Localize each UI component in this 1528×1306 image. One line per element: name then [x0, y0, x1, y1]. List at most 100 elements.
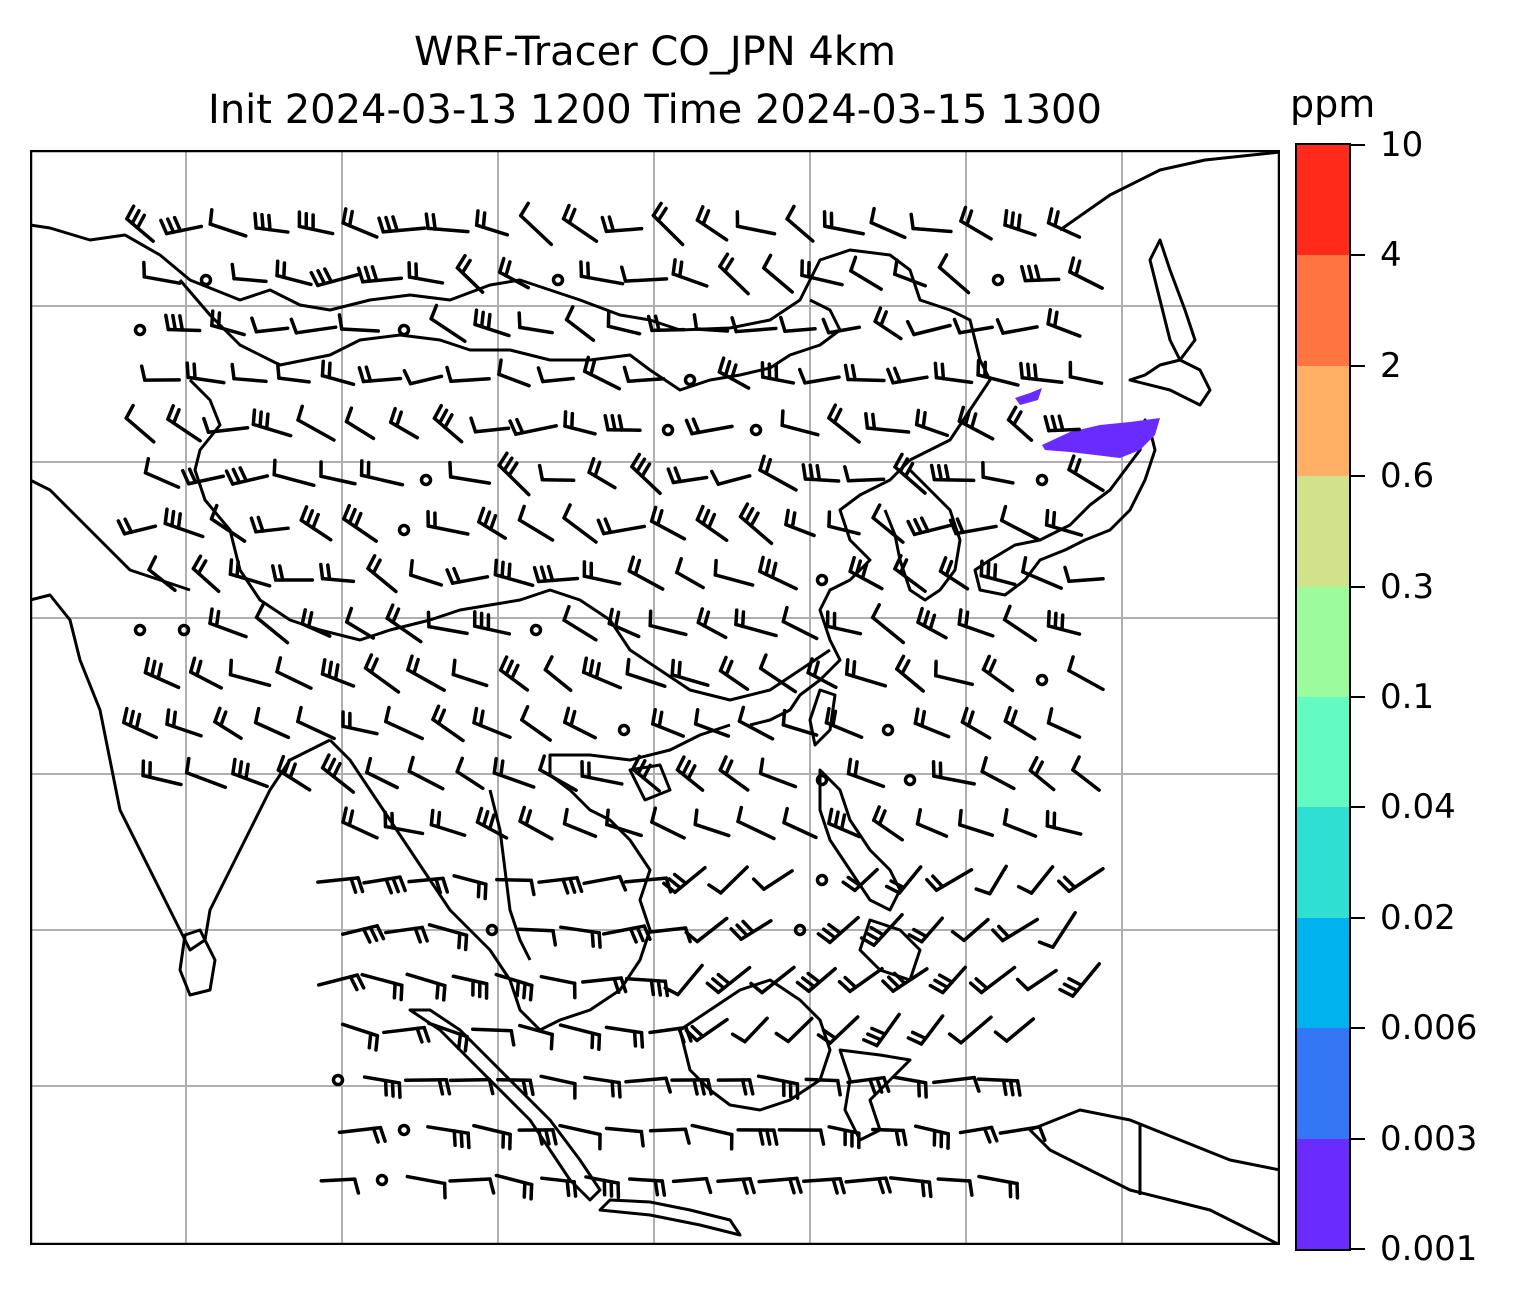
wind-barb: [806, 657, 838, 690]
barb-feather: [316, 269, 327, 286]
barb-feather: [348, 711, 352, 730]
barb-staff: [339, 327, 381, 333]
barb-feather: [341, 207, 348, 225]
barb-feather: [774, 363, 779, 382]
barb-feather: [1053, 611, 1058, 630]
barb-feather: [884, 1176, 892, 1194]
barb-feather: [568, 876, 577, 894]
barb-feather: [707, 512, 717, 530]
barb-staff: [998, 1125, 1042, 1135]
wind-barb: [844, 1176, 892, 1195]
barb-feather: [210, 309, 215, 328]
wind-barb: [562, 807, 598, 839]
barb-feather: [765, 1128, 772, 1146]
barb-feather: [716, 972, 732, 986]
barb-staff: [936, 1177, 972, 1183]
wind-barb: [604, 1025, 645, 1049]
barb-staff: [676, 963, 704, 997]
barb-feather: [481, 809, 490, 828]
wind-barb: [756, 1074, 800, 1100]
wind-barb: [881, 967, 929, 993]
wind-barb: [397, 1123, 411, 1137]
barb-feather: [562, 604, 571, 622]
barb-feather: [323, 267, 334, 284]
barb-feather: [493, 558, 499, 577]
wind-barb: [914, 408, 950, 438]
barb-feather: [889, 879, 906, 890]
wind-barb: [251, 408, 293, 438]
barb-staff: [538, 767, 578, 793]
wind-barb: [209, 503, 247, 543]
barb-feather: [469, 416, 478, 434]
wind-barb: [451, 974, 489, 1000]
new-guinea-coast: [1028, 1108, 1280, 1245]
barb-feather: [886, 975, 901, 990]
wind-barb: [529, 623, 543, 637]
barb-feather: [359, 459, 364, 477]
colorbar-tick-label: 0.04: [1380, 787, 1456, 828]
barb-feather: [938, 556, 948, 573]
wind-barb: [1067, 454, 1105, 493]
barb-feather: [479, 310, 485, 329]
barb-feather: [517, 311, 522, 330]
barb-feather: [311, 213, 315, 232]
barb-staff: [988, 864, 1008, 896]
barb-staff: [694, 327, 730, 333]
barb-feather: [166, 404, 175, 421]
barb-feather: [693, 808, 699, 827]
wind-barb: [760, 360, 796, 385]
barb-feather: [735, 923, 749, 938]
wind-barb: [331, 1073, 345, 1087]
wind-barb: [1057, 866, 1105, 894]
wind-barb: [1067, 655, 1105, 692]
wind-barb: [976, 358, 1020, 387]
wind-barb: [427, 1021, 469, 1053]
wind-barb: [981, 654, 1015, 693]
barb-feather: [735, 210, 740, 228]
wind-barb: [907, 916, 944, 944]
calm-marker: [881, 723, 895, 737]
barb-feather: [420, 925, 429, 943]
wind-barb: [937, 253, 971, 295]
barb-feather: [779, 315, 787, 334]
barb-staff: [760, 965, 796, 995]
barb-feather: [864, 412, 870, 430]
barb-feather: [981, 654, 992, 672]
barb-feather: [979, 559, 984, 578]
barb-staff: [735, 224, 777, 236]
barb-feather: [580, 759, 584, 778]
map-canvas: [30, 150, 1280, 1245]
calm-marker: [749, 423, 763, 437]
barb-feather: [311, 512, 320, 530]
wind-barb: [474, 209, 510, 237]
barb-feather: [499, 759, 505, 778]
barb-feather: [250, 316, 259, 334]
barb-staff: [803, 375, 841, 385]
wind-barb: [862, 1012, 901, 1048]
wind-barb: [517, 504, 555, 542]
barb-feather: [807, 260, 811, 279]
barb-feather: [991, 928, 1005, 943]
barb-feather: [275, 362, 281, 380]
barb-staff: [496, 1077, 532, 1083]
wind-barb: [666, 466, 709, 485]
barb-feather: [432, 403, 444, 421]
wind-barb: [583, 1075, 622, 1099]
barb-feather: [356, 876, 365, 894]
wind-barb: [909, 212, 953, 234]
barb-feather: [378, 1125, 387, 1143]
barb-feather: [264, 412, 270, 431]
colorbar-tick-label: 0.6: [1380, 456, 1435, 497]
barb-feather: [385, 603, 395, 621]
wind-barb: [253, 706, 291, 740]
wind-barb: [735, 210, 777, 236]
barb-feather: [664, 1076, 672, 1094]
barb-feather: [282, 261, 287, 280]
wind-barb: [841, 867, 879, 893]
java-coast: [598, 1198, 742, 1237]
wind-barb: [684, 916, 729, 944]
colorbar-segment: [1297, 696, 1349, 808]
map-panel[interactable]: [30, 150, 1280, 1245]
barb-feather: [479, 611, 484, 630]
barb-feather: [156, 662, 163, 681]
